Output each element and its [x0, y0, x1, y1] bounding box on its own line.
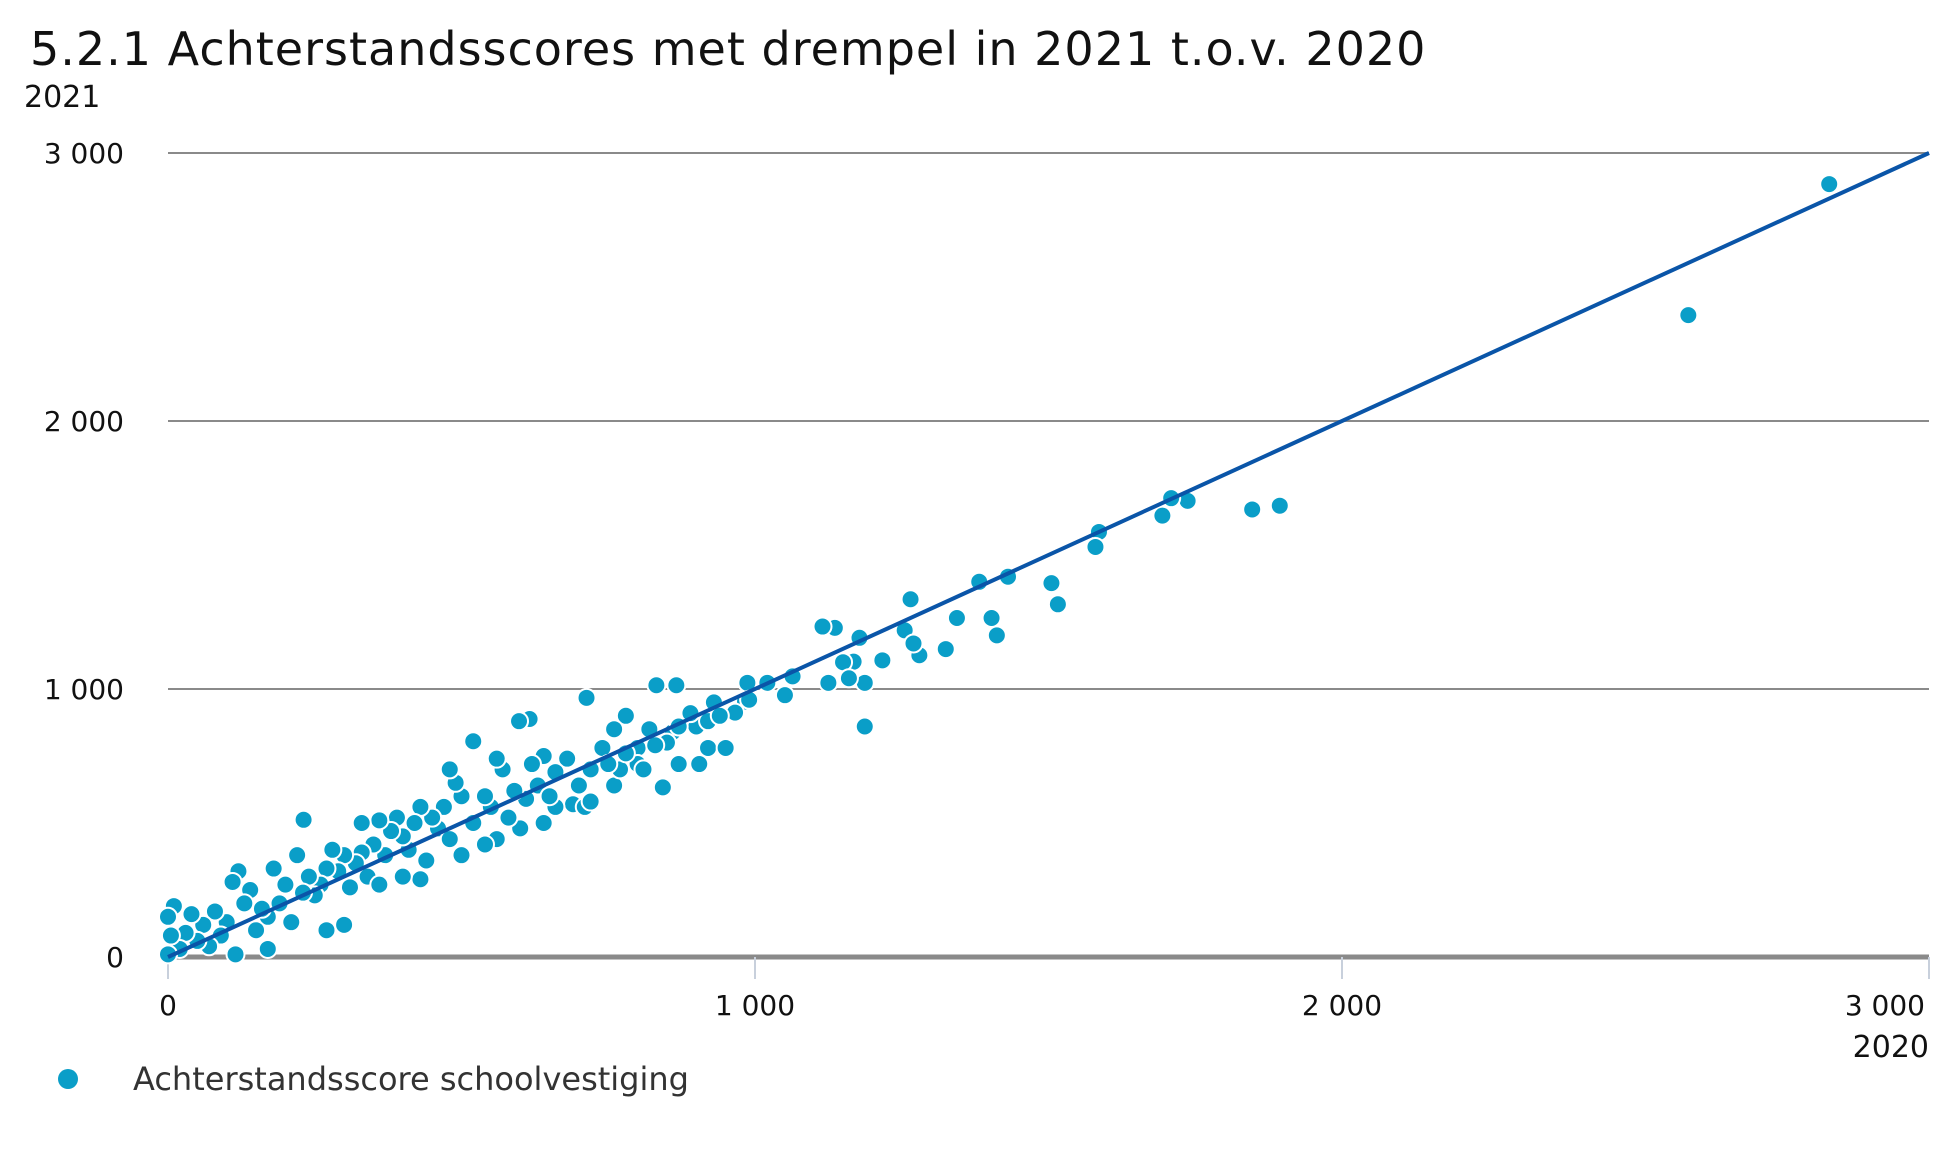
data-point	[580, 791, 601, 812]
data-point	[351, 813, 372, 833]
data-point	[1269, 495, 1290, 516]
data-point	[339, 877, 360, 898]
data-point	[981, 607, 1002, 628]
y-tick-label: 1 000	[44, 673, 124, 706]
data-point	[633, 759, 654, 780]
data-point	[158, 906, 178, 927]
data-point	[568, 775, 589, 796]
data-point	[615, 705, 636, 726]
reference-line	[167, 151, 1930, 959]
data-point	[316, 920, 337, 941]
y-tick-label: 0	[106, 941, 124, 974]
data-point	[369, 810, 390, 831]
data-point	[275, 874, 296, 895]
y-tick-label: 3 000	[44, 137, 124, 170]
data-point	[715, 737, 736, 758]
data-point	[474, 834, 495, 855]
data-point	[1819, 174, 1840, 195]
data-point	[410, 869, 431, 890]
data-point	[416, 850, 437, 871]
data-point	[293, 809, 314, 830]
data-point	[204, 901, 225, 922]
data-point	[838, 668, 859, 689]
data-point	[1152, 505, 1173, 526]
data-point	[539, 786, 560, 807]
data-point	[576, 687, 597, 708]
y-axis-label: 2021	[24, 80, 101, 115]
data-point	[160, 925, 181, 946]
data-point	[246, 920, 267, 941]
x-tick-label: 2 000	[1302, 989, 1382, 1022]
data-point	[451, 845, 472, 866]
chart-title: 5.2.1 Achterstandsscores met drempel in …	[30, 22, 1427, 76]
data-point	[322, 839, 343, 860]
data-point	[903, 633, 924, 654]
legend-label: Achterstandsscore schoolvestiging	[133, 1060, 689, 1098]
data-point	[257, 938, 278, 959]
data-point	[666, 675, 687, 696]
data-point	[854, 716, 875, 737]
data-point	[287, 845, 308, 866]
data-point	[689, 754, 710, 775]
data-point	[486, 748, 507, 769]
data-point	[222, 871, 243, 892]
data-point	[225, 944, 246, 965]
data-point	[463, 731, 484, 752]
data-point	[369, 874, 390, 895]
data-point	[281, 912, 302, 933]
data-point	[234, 893, 255, 914]
data-point	[392, 866, 413, 887]
x-tick-label: 3 000	[1845, 989, 1925, 1022]
x-tick-label: 0	[159, 989, 177, 1022]
data-point	[946, 607, 967, 628]
data-point	[533, 813, 554, 833]
data-point	[818, 672, 839, 693]
data-point	[1678, 305, 1699, 326]
data-point	[439, 759, 460, 780]
y-tick-label: 2 000	[44, 405, 124, 438]
x-tick-label: 1 000	[715, 989, 795, 1022]
data-point	[334, 914, 355, 935]
data-point	[509, 711, 530, 732]
x-axis-label: 2020	[1852, 1030, 1929, 1065]
data-point	[774, 685, 795, 706]
data-point	[872, 650, 893, 671]
data-point	[263, 858, 284, 879]
data-point	[812, 616, 833, 637]
data-point	[900, 589, 921, 610]
data-point	[181, 904, 202, 925]
legend[interactable]: Achterstandsscore schoolvestiging	[58, 1060, 689, 1098]
data-point	[404, 813, 425, 833]
data-point	[557, 748, 578, 769]
data-point	[668, 754, 689, 775]
data-point	[521, 754, 542, 775]
data-point	[986, 625, 1007, 646]
data-point	[1047, 594, 1068, 615]
legend-marker-icon	[58, 1069, 78, 1089]
data-point	[1085, 536, 1106, 557]
data-point	[474, 786, 495, 807]
data-point	[935, 639, 956, 660]
data-point	[646, 675, 667, 696]
data-point	[698, 737, 719, 758]
data-point	[498, 807, 519, 828]
data-point	[1041, 573, 1062, 594]
data-point	[652, 777, 673, 798]
data-point	[1242, 499, 1263, 520]
data-point	[604, 719, 625, 740]
